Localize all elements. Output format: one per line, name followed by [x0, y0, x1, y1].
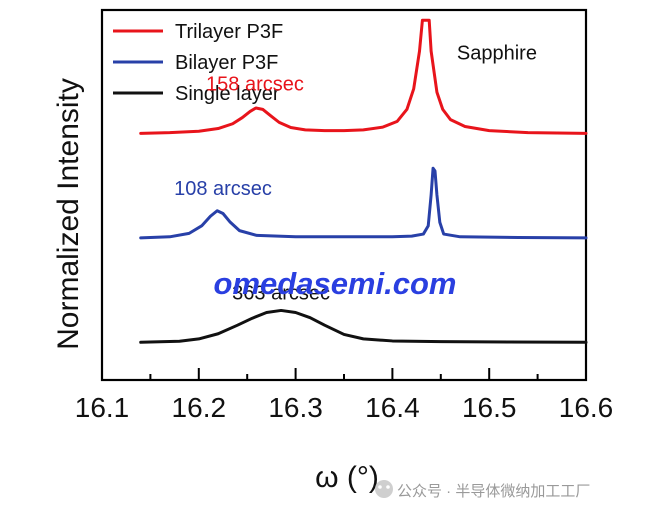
legend-label-2: Single layer [175, 83, 280, 105]
x-tick-label-5: 16.6 [559, 392, 614, 423]
x-tick-label-2: 16.3 [268, 392, 323, 423]
legend-label-1: Bilayer P3F [175, 52, 278, 74]
wechat-icon-eye-right [386, 485, 390, 489]
annotation-2: 363 arcsec [232, 282, 330, 304]
wechat-watermark: 公众号 · 半导体微纳加工工厂 [375, 480, 590, 500]
watermark-overlay-text: omedasemi.com [214, 266, 457, 301]
series-line-1 [139, 166, 588, 240]
y-axis-label: Normalized Intensity [52, 78, 85, 350]
watermark-text: 公众号 · 半导体微纳加工工厂 [397, 483, 590, 500]
legend-label-0: Trilayer P3F [175, 21, 283, 43]
series-line-0 [139, 18, 588, 135]
x-tick-label-4: 16.5 [462, 392, 517, 423]
x-axis-label: ω (°) [315, 461, 379, 494]
wechat-icon [375, 480, 393, 498]
annotation-1: 108 arcsec [174, 178, 272, 200]
annotation-3: Sapphire [457, 43, 537, 65]
wechat-icon-eye-left [378, 485, 382, 489]
series-line-2 [139, 308, 588, 344]
x-tick-label-3: 16.4 [365, 392, 420, 423]
annotation-0: 158 arcsec [206, 74, 304, 96]
x-tick-label-1: 16.2 [172, 392, 227, 423]
x-axis-ticks: 16.1 16.2 16.3 16.4 16.5 16.6 [75, 368, 614, 423]
data-series [139, 18, 588, 344]
annotations: 158 arcsec 108 arcsec 363 arcsec Sapphire [174, 43, 537, 305]
legend: Trilayer P3F Bilayer P3F Single layer [113, 21, 283, 105]
x-tick-label-0: 16.1 [75, 392, 130, 423]
